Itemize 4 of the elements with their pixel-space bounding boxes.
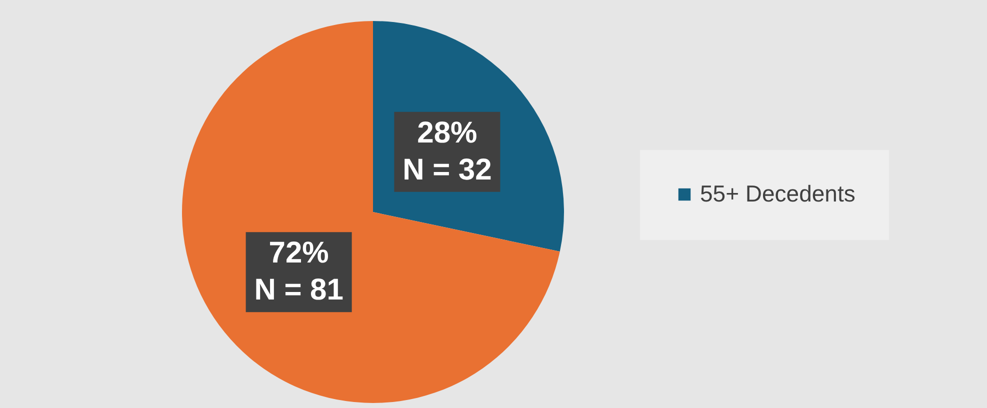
data-label: 28% N = 32 xyxy=(402,116,492,186)
data-label: 72% N = 81 xyxy=(254,236,344,307)
pie-slice xyxy=(182,21,560,403)
legend-label: 55+ Decedents xyxy=(700,180,856,206)
